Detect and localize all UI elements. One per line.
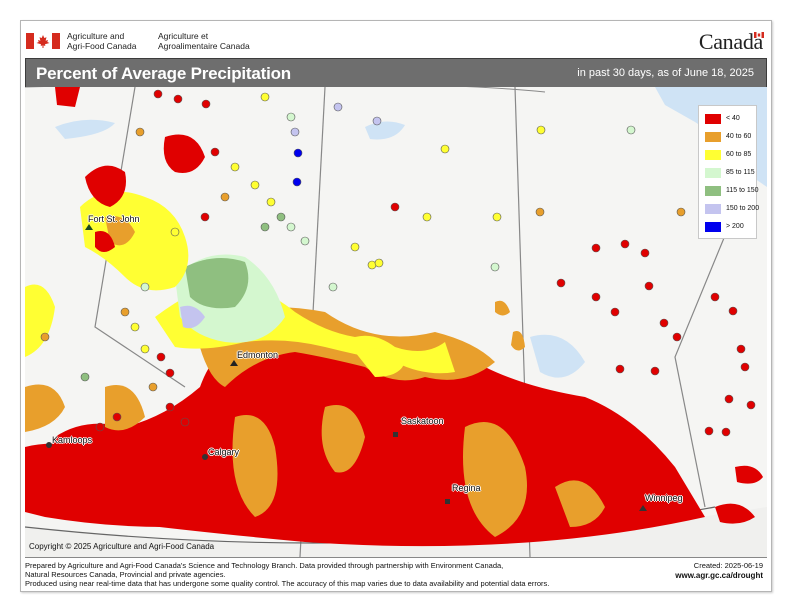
- department-name-french: Agriculture et Agroalimentaire Canada: [158, 31, 250, 51]
- title-bar: Percent of Average Precipitation in past…: [25, 58, 767, 88]
- city-label-winnipeg: Winnipeg: [645, 493, 683, 503]
- footer-disclaimer: Produced using near real-time data that …: [25, 579, 550, 588]
- wordmark-flag-icon: [754, 32, 764, 38]
- city-label-edmonton: Edmonton: [237, 350, 279, 360]
- legend-swatch: [705, 186, 721, 196]
- map-subtitle: in past 30 days, as of June 18, 2025: [577, 67, 754, 79]
- legend-swatch: [705, 204, 721, 214]
- city-label-fort-st-john: Fort St. John: [88, 214, 140, 224]
- legend-swatch: [705, 222, 721, 232]
- footer-credit-line-2: Natural Resources Canada, Provincial and…: [25, 570, 226, 579]
- created-date: Created: 2025-06-19: [693, 561, 763, 570]
- map-legend: < 40 40 to 60 60 to 85 85 to 115 115 to …: [698, 105, 759, 239]
- city-label-saskatoon: Saskatoon: [401, 416, 444, 426]
- city-label-calgary: Calgary: [208, 447, 240, 457]
- header: Agriculture and Agri-Food Canada Agricul…: [21, 21, 771, 57]
- legend-swatch: [705, 114, 721, 124]
- precipitation-map: Fort St. John Edmonton Kamloops Calgary …: [25, 87, 767, 558]
- legend-swatch: [705, 168, 721, 178]
- canada-flag-icon: [26, 33, 60, 49]
- map-frame: Agriculture and Agri-Food Canada Agricul…: [20, 20, 772, 592]
- map-title: Percent of Average Precipitation: [36, 64, 291, 83]
- map-copyright: Copyright © 2025 Agriculture and Agri-Fo…: [29, 542, 215, 551]
- city-label-regina: Regina: [452, 483, 481, 493]
- department-name-english: Agriculture and Agri-Food Canada: [67, 31, 137, 51]
- map-canvas: [25, 87, 767, 557]
- footer-credit-line-1: Prepared by Agriculture and Agri-Food Ca…: [25, 561, 504, 570]
- footer: Prepared by Agriculture and Agri-Food Ca…: [25, 559, 767, 589]
- legend-swatch: [705, 132, 721, 142]
- city-label-kamloops: Kamloops: [52, 435, 93, 445]
- legend-swatch: [705, 150, 721, 160]
- canada-wordmark: Canada: [698, 29, 764, 54]
- drought-url-link[interactable]: www.agr.gc.ca/drought: [675, 571, 763, 580]
